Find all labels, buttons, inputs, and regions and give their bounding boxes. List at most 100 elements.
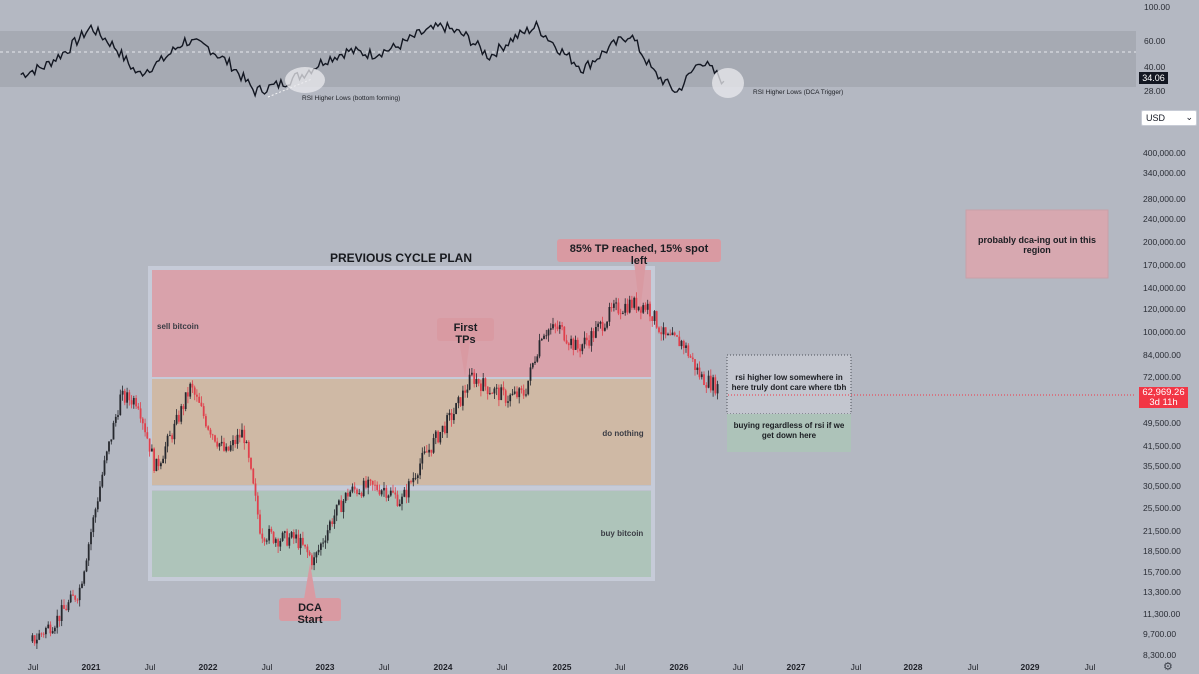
candle-body	[162, 458, 164, 464]
time-tick-label: 2022	[199, 662, 218, 672]
candle-body	[351, 486, 354, 492]
candle-body	[141, 418, 144, 424]
candle-body	[466, 389, 469, 393]
candle-body	[667, 333, 669, 336]
candle-body	[712, 377, 714, 391]
candle-body	[543, 335, 545, 339]
time-tick-label: 2023	[316, 662, 335, 672]
price-tick-label: 18,500.00	[1143, 546, 1181, 556]
candle-body	[651, 316, 654, 321]
price-tick-label: 15,700.00	[1143, 567, 1181, 577]
candle-body	[425, 451, 428, 453]
rsi-annotation-right: RSI Higher Lows (DCA Trigger)	[753, 89, 843, 96]
price-axis: 480,000.00400,000.00340,000.00280,000.00…	[1143, 113, 1186, 660]
candle-body	[545, 335, 548, 337]
candle-body	[703, 374, 705, 385]
time-tick-label: 2026	[670, 662, 689, 672]
candle-body	[547, 329, 550, 336]
candle-body	[682, 340, 685, 348]
price-tick-label: 84,000.00	[1143, 350, 1181, 360]
price-tick-label: 140,000.00	[1143, 283, 1186, 293]
time-tick-label: Jul	[1085, 662, 1096, 672]
candle-body	[304, 544, 306, 547]
candle-body	[565, 340, 568, 344]
time-tick-label: Jul	[497, 662, 508, 672]
candle-body	[268, 528, 270, 541]
candle-body	[414, 477, 417, 479]
candle-body	[132, 398, 135, 405]
candle-body	[333, 515, 336, 524]
candle-body	[200, 402, 203, 407]
candle-body	[173, 423, 176, 440]
candle-body	[356, 489, 358, 494]
time-tick-label: 2025	[553, 662, 572, 672]
candle-body	[144, 423, 146, 433]
candle-body	[191, 383, 194, 388]
candle-body	[349, 491, 352, 497]
candle-body	[604, 327, 606, 331]
candle-body	[196, 394, 198, 397]
candle-body	[283, 531, 286, 533]
time-tick-label: Jul	[28, 662, 39, 672]
rsi-band	[0, 31, 1136, 87]
candle-body	[164, 446, 167, 459]
rsi-highlight-circle-right	[712, 68, 744, 98]
candle-body	[428, 449, 430, 453]
candle-body	[99, 486, 101, 502]
candle-body	[121, 390, 124, 395]
candle-body	[202, 406, 205, 416]
tp-reached-callout: 85% TP reached, 15% spot left	[557, 239, 721, 267]
candle-body	[419, 463, 421, 476]
candle-body	[444, 425, 446, 434]
candle-body	[169, 435, 171, 437]
candle-body	[123, 390, 126, 403]
candle-body	[471, 372, 473, 375]
candle-body	[599, 321, 602, 324]
candle-body	[101, 474, 104, 487]
candle-body	[302, 537, 304, 545]
candle-body	[561, 325, 563, 327]
candle-body	[49, 624, 52, 634]
candle-body	[396, 494, 399, 506]
time-axis: Jul 2021 Jul 2022 Jul 2023 Jul 2024 Jul 2025 Jul 20…	[28, 662, 1096, 672]
candle-body	[385, 487, 388, 498]
rsi-tick-label: 100.00	[1144, 2, 1170, 12]
candle-body	[40, 633, 43, 635]
candle-body	[500, 387, 503, 400]
candle-body	[691, 357, 694, 360]
candle-body	[342, 500, 345, 512]
candle-body	[495, 387, 498, 389]
candle-body	[527, 380, 530, 395]
first-tps-callout: First TPs	[437, 318, 494, 346]
current-price-label: 62,969.26 3d 11h	[1139, 387, 1188, 408]
candle-body	[85, 560, 88, 572]
gear-icon[interactable]: ⚙	[1163, 661, 1173, 673]
candle-body	[595, 327, 597, 338]
candle-body	[245, 441, 248, 443]
candle-body	[367, 479, 370, 488]
time-tick-label: 2027	[787, 662, 806, 672]
candle-body	[453, 414, 455, 421]
candle-body	[252, 468, 255, 484]
candle-body	[360, 493, 363, 497]
candle-body	[274, 539, 277, 543]
candle-body	[83, 571, 86, 584]
candle-body	[279, 540, 282, 547]
plan-title: PREVIOUS CYCLE PLAN	[330, 251, 472, 265]
currency-select[interactable]: USD ⌄	[1141, 110, 1197, 126]
candle-body	[175, 414, 178, 424]
candle-body	[640, 306, 642, 313]
candle-body	[707, 375, 710, 388]
candle-body	[42, 633, 45, 635]
buy-regardless-label: buying regardless of rsi if we get down …	[733, 421, 845, 440]
candle-body	[69, 594, 72, 603]
candle-body	[538, 340, 541, 357]
candle-body	[549, 328, 552, 330]
candle-body	[365, 480, 367, 488]
candle-body	[585, 337, 588, 341]
candle-body	[63, 605, 65, 609]
candle-body	[270, 528, 273, 532]
price-tick-label: 8,300.00	[1143, 650, 1176, 660]
candle-body	[243, 429, 246, 444]
